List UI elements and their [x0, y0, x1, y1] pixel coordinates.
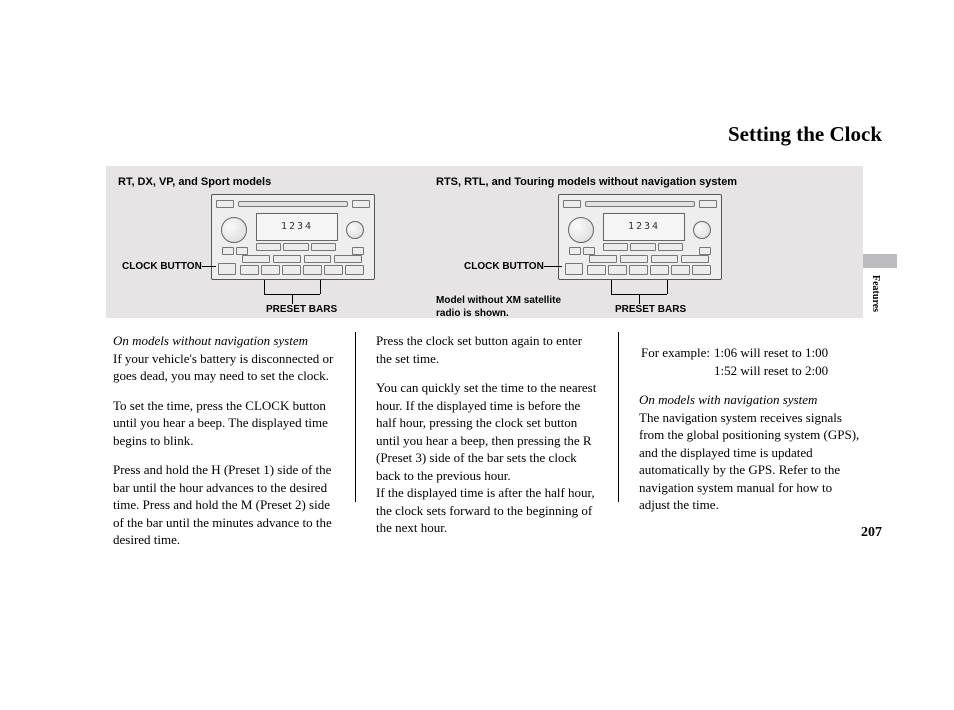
column-2: Press the clock set button again to ente…	[376, 332, 598, 561]
col3-italic: On models with navigation system	[639, 392, 817, 407]
column-separator-1	[355, 332, 356, 502]
right-panel-heading: RTS, RTL, and Touring models without nav…	[436, 176, 737, 188]
radio-unit-right: 1234	[558, 194, 722, 280]
xm-note: Model without XM satellite radio is show…	[436, 294, 566, 320]
preset-bars-left	[240, 265, 364, 275]
col1-p2: To set the time, press the CLOCK button …	[113, 397, 335, 450]
example-table: For example: 1:06 will reset to 1:00 1:5…	[639, 344, 830, 379]
page-number: 207	[861, 525, 882, 541]
features-label: Features	[870, 275, 881, 312]
col1-p3: Press and hold the H (Preset 1) side of …	[113, 461, 335, 549]
preset-bars-label-right: PRESET BARS	[615, 304, 686, 315]
radio-display-right: 1234	[603, 213, 685, 241]
col1-italic: On models without navigation system	[113, 333, 308, 348]
clock-button-right	[565, 263, 583, 275]
col2-p1: Press the clock set button again to ente…	[376, 332, 598, 367]
page-title: Setting the Clock	[728, 122, 882, 147]
left-panel-heading: RT, DX, VP, and Sport models	[118, 176, 271, 188]
manual-page: Setting the Clock RT, DX, VP, and Sport …	[0, 0, 954, 710]
clock-button-left	[218, 263, 236, 275]
features-tab	[863, 254, 897, 268]
column-1: On models without navigation system If y…	[113, 332, 335, 561]
column-3: For example: 1:06 will reset to 1:00 1:5…	[639, 332, 861, 561]
body-columns: On models without navigation system If y…	[113, 332, 863, 561]
column-separator-2	[618, 332, 619, 502]
col1-p1: If your vehicle's battery is disconnecte…	[113, 351, 333, 384]
radio-display-left: 1234	[256, 213, 338, 241]
clock-button-label-right: CLOCK BUTTON	[464, 261, 544, 272]
diagram-panel: RT, DX, VP, and Sport models RTS, RTL, a…	[106, 166, 863, 318]
preset-bars-label-left: PRESET BARS	[266, 304, 337, 315]
example-line-2: 1:52 will reset to 2:00	[712, 362, 830, 380]
col2-p2: You can quickly set the time to the near…	[376, 380, 596, 483]
example-line-1: 1:06 will reset to 1:00	[712, 344, 830, 362]
preset-bars-right	[587, 265, 711, 275]
example-label: For example:	[639, 344, 712, 362]
col3-p1: The navigation system receives signals f…	[639, 410, 859, 513]
radio-unit-left: 1234	[211, 194, 375, 280]
col2-p3: If the displayed time is after the half …	[376, 485, 595, 535]
clock-button-label-left: CLOCK BUTTON	[122, 261, 202, 272]
